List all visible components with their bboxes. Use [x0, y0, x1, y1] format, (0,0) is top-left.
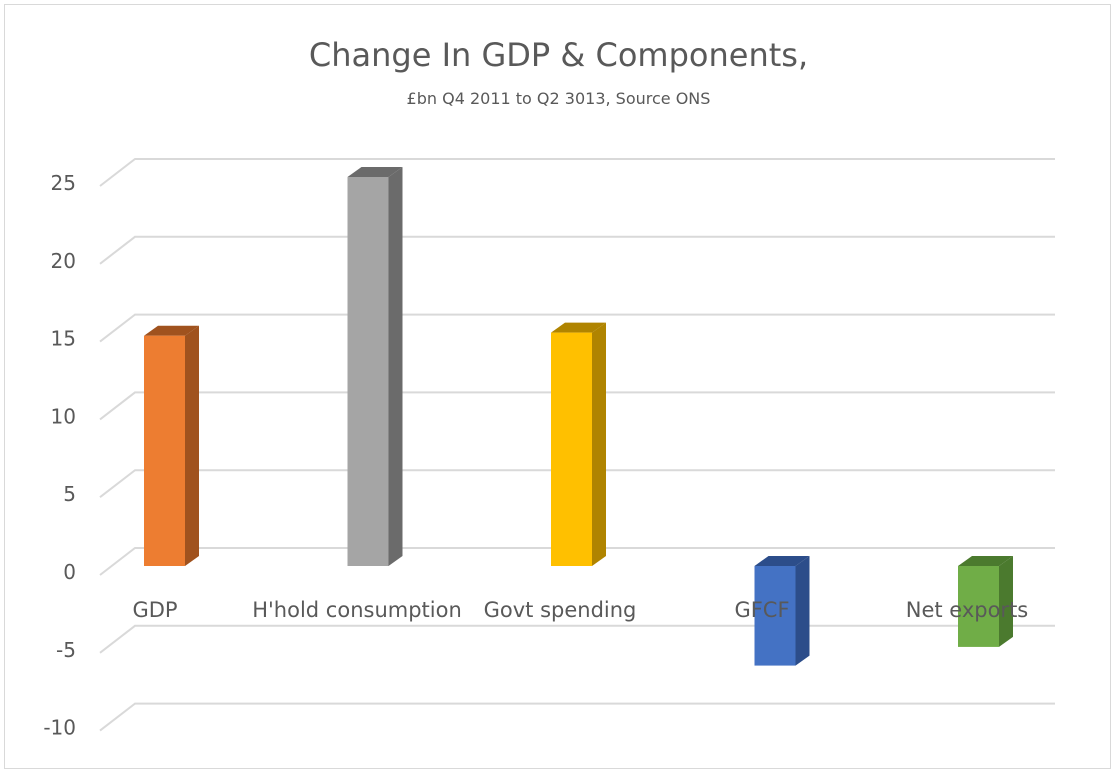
bar-top — [958, 556, 1013, 566]
gridline — [99, 624, 1055, 654]
chart-title: Change In GDP & Components, — [308, 36, 809, 74]
chart-subtitle: £bn Q4 2011 to Q2 3013, Source ONS — [406, 89, 711, 108]
y-tick-label: 5 — [63, 482, 76, 506]
chart-frame — [4, 4, 1111, 769]
y-tick-label: -5 — [56, 638, 76, 662]
y-tick-label: 20 — [51, 249, 76, 273]
bar-side — [185, 325, 199, 566]
gridline — [99, 391, 1055, 421]
y-tick-label: 10 — [51, 404, 76, 428]
bar — [144, 335, 185, 566]
bar — [958, 566, 999, 647]
bar-top — [551, 322, 606, 333]
gridline — [99, 158, 1055, 187]
gridline — [99, 235, 1055, 265]
gridline — [99, 702, 1055, 732]
bar-side — [592, 322, 606, 566]
x-category-label: GDP — [132, 598, 177, 622]
bar-side — [795, 556, 810, 666]
x-category-label: Net exports — [906, 598, 1029, 622]
y-tick-label: 15 — [51, 327, 76, 351]
y-tick-label: -10 — [43, 716, 76, 740]
x-category-label: H'hold consumption — [252, 598, 462, 622]
y-tick-label: 0 — [63, 560, 76, 584]
x-category-label: Govt spending — [484, 598, 637, 622]
bar-side — [388, 167, 403, 566]
bar-top — [754, 556, 810, 566]
gridline — [99, 547, 1055, 576]
bar-top — [347, 167, 403, 177]
bar-side — [999, 556, 1013, 647]
y-tick-label: 25 — [51, 171, 76, 195]
bar — [347, 177, 389, 566]
bar-top — [144, 325, 199, 336]
x-category-label: GFCF — [734, 598, 789, 622]
bar — [754, 566, 796, 666]
bar — [551, 332, 592, 566]
gridline — [99, 469, 1055, 498]
gridline — [99, 313, 1055, 343]
